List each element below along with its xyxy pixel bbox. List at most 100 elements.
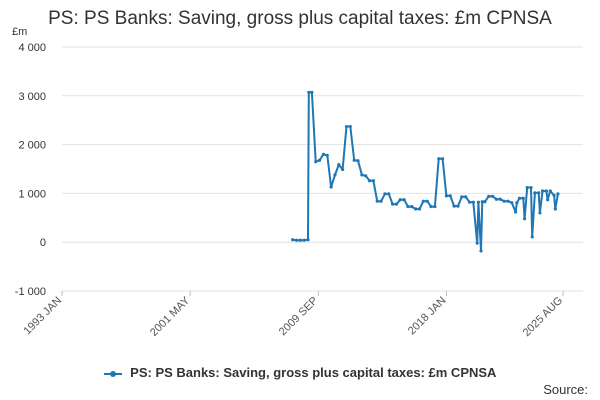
legend-series-label: PS: PS Banks: Saving, gross plus capital…	[130, 365, 497, 380]
data-point	[310, 90, 314, 94]
data-point	[406, 204, 410, 209]
data-point	[356, 159, 360, 163]
data-point	[506, 199, 510, 203]
data-point	[556, 192, 560, 196]
data-point	[375, 199, 379, 203]
data-point	[483, 200, 487, 204]
y-tick-label: 0	[40, 237, 46, 249]
x-tick-labels: 1993 JAN 2001 MAY 2009 SEP 2018 JAN 2025 AUG	[21, 294, 565, 339]
series-layer	[291, 90, 560, 253]
data-point	[307, 90, 311, 94]
data-point	[410, 204, 414, 209]
data-point	[367, 179, 372, 183]
legend[interactable]: PS: PS Banks: Saving, gross plus capital…	[0, 365, 600, 380]
data-point	[480, 200, 484, 204]
y-axis-unit-label: £m	[12, 26, 28, 38]
data-point	[544, 189, 548, 193]
data-point	[525, 185, 529, 190]
data-point	[515, 201, 519, 205]
chart-title: PS: PS Banks: Saving, gross plus capital…	[48, 8, 552, 29]
source-label: Source:	[543, 382, 588, 397]
data-point	[325, 153, 329, 157]
data-point	[460, 195, 464, 199]
data-point	[421, 199, 425, 203]
data-point	[553, 207, 557, 211]
data-point	[398, 198, 402, 202]
grid-layer	[61, 46, 583, 296]
data-point	[498, 197, 502, 201]
data-point	[394, 202, 399, 206]
data-point	[294, 238, 299, 242]
y-tick-label: -1 000	[15, 286, 46, 298]
data-point	[429, 204, 433, 209]
data-point	[456, 204, 460, 208]
data-point	[360, 173, 364, 177]
x-tick-label: 2025 AUG	[521, 295, 565, 339]
legend-line-marker-icon	[103, 370, 122, 377]
data-point	[537, 191, 541, 195]
data-point	[440, 157, 445, 161]
data-point	[371, 179, 375, 183]
data-point	[494, 197, 499, 201]
x-tick-label: 2018 JAN	[406, 295, 449, 338]
data-point	[529, 185, 533, 190]
data-point	[448, 194, 452, 198]
data-point	[533, 191, 537, 195]
y-tick-label: 2 000	[18, 140, 46, 152]
data-point	[348, 124, 352, 129]
data-point	[337, 163, 341, 167]
y-tick-labels: -1 000 0 1 000 2 000 3 000 4 000	[15, 42, 46, 298]
x-tick-label: 1993 JAN	[21, 295, 64, 338]
data-point	[517, 196, 522, 200]
y-tick-label: 4 000	[18, 42, 46, 54]
data-point	[317, 158, 322, 162]
data-point	[540, 189, 545, 193]
data-point	[291, 238, 295, 242]
data-point	[364, 174, 368, 178]
data-point	[487, 194, 491, 198]
data-point	[344, 124, 349, 129]
data-point	[514, 210, 518, 214]
data-point	[502, 199, 506, 203]
data-point	[306, 238, 310, 242]
x-tick-label: 2009 SEP	[277, 295, 321, 339]
data-point	[321, 152, 326, 156]
data-point	[414, 207, 418, 211]
data-point	[433, 204, 437, 209]
data-point	[530, 235, 534, 239]
data-point	[417, 207, 422, 211]
y-tick-label: 3 000	[18, 91, 46, 103]
data-point	[329, 185, 333, 189]
data-point	[302, 238, 306, 242]
data-point	[452, 204, 456, 208]
data-point	[391, 202, 395, 206]
data-point	[510, 201, 514, 205]
x-tick-label: 2001 MAY	[148, 294, 193, 339]
data-point	[479, 249, 483, 253]
data-point	[341, 167, 345, 172]
data-point	[333, 173, 337, 177]
data-point	[476, 200, 481, 204]
data-point	[444, 194, 449, 198]
data-point	[490, 194, 495, 198]
data-point	[383, 192, 387, 196]
data-point	[298, 238, 302, 242]
data-point	[475, 241, 479, 245]
data-point	[522, 217, 527, 221]
y-tick-label: 1 000	[18, 188, 46, 200]
data-point	[437, 157, 441, 161]
data-point	[387, 192, 391, 196]
data-point	[352, 158, 356, 162]
data-point	[464, 195, 468, 199]
data-point	[314, 160, 318, 164]
data-point	[402, 198, 406, 202]
data-point	[552, 193, 556, 197]
data-point	[379, 199, 383, 203]
data-point	[548, 189, 552, 193]
data-point	[425, 199, 429, 203]
data-point	[467, 200, 472, 204]
data-point	[471, 200, 475, 204]
data-point	[538, 211, 542, 215]
data-point	[546, 198, 550, 202]
